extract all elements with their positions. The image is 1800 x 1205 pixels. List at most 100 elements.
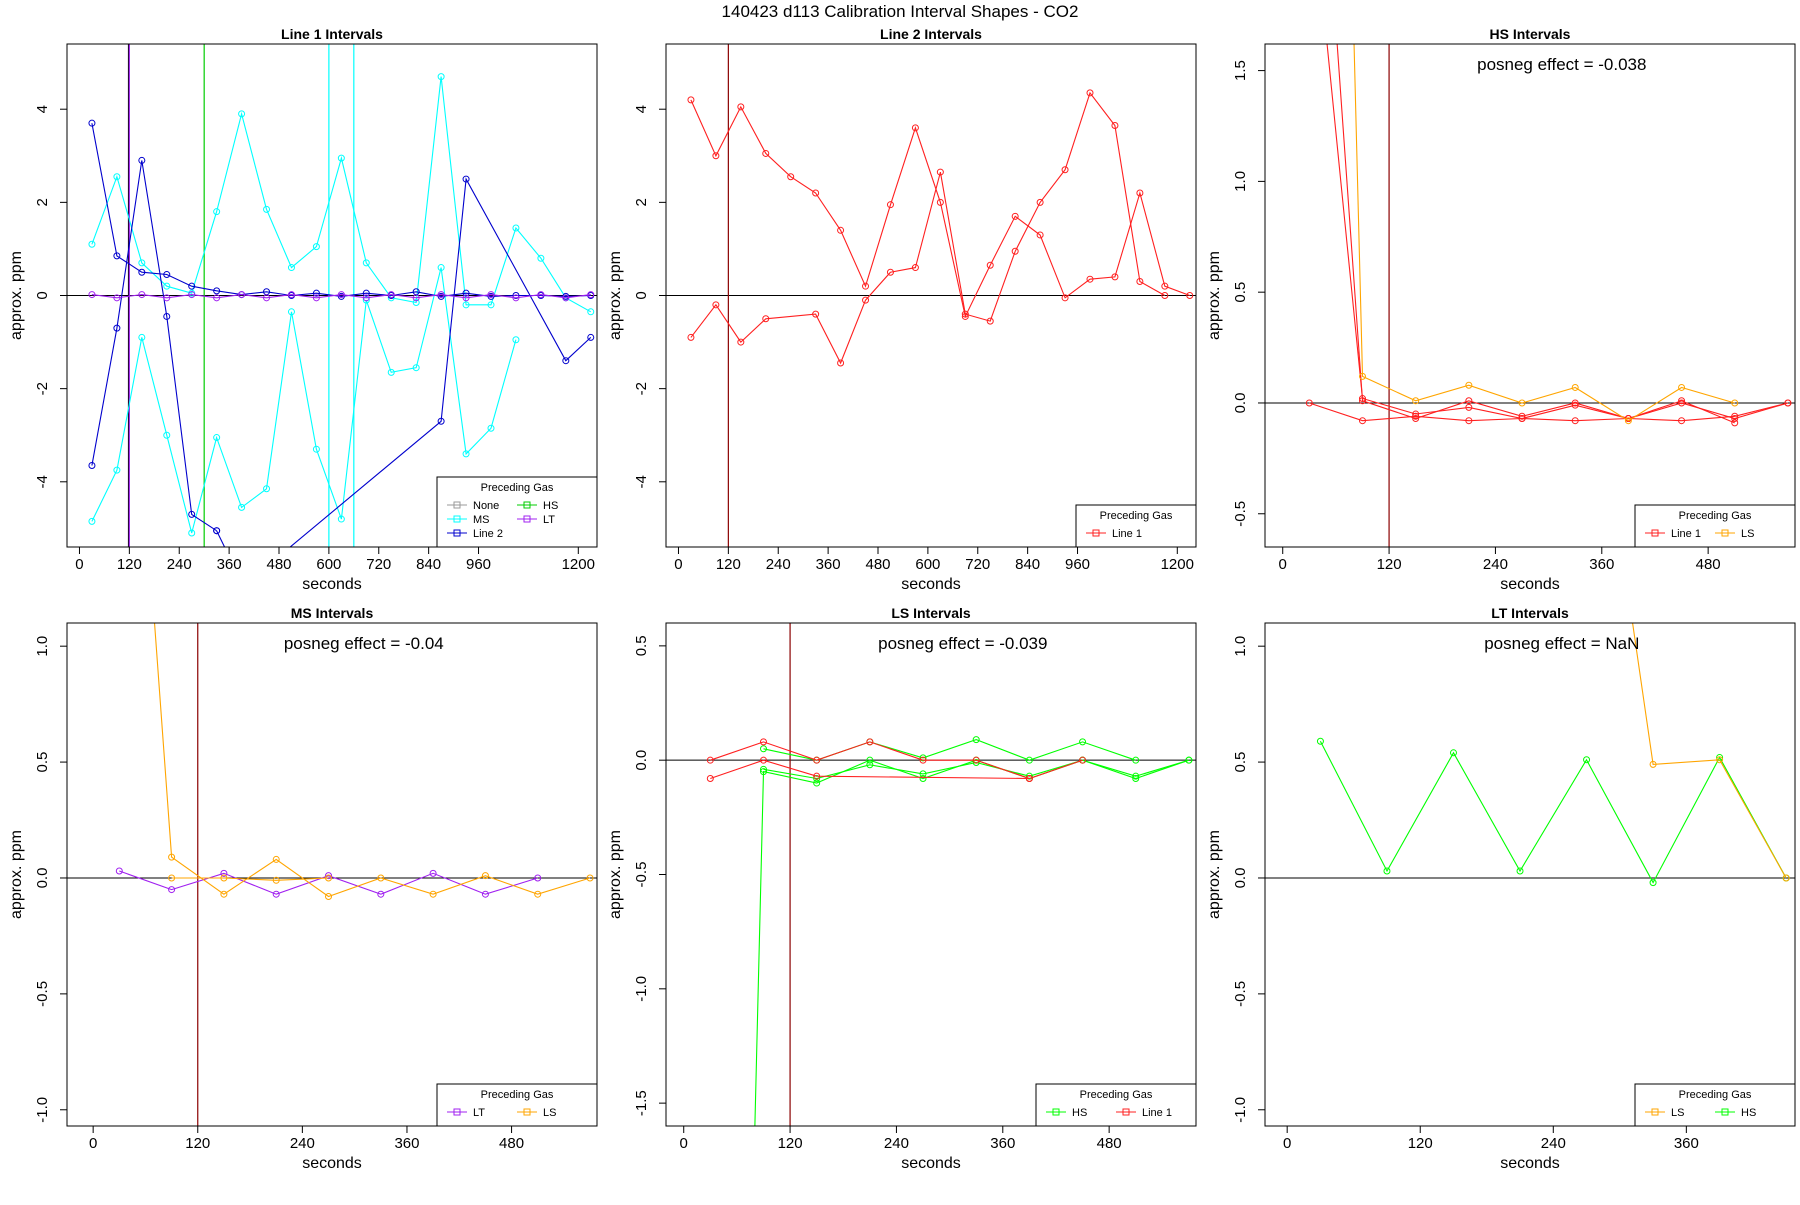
series (1305, 399, 1792, 425)
legend-box (436, 476, 598, 548)
data-point (1305, 399, 1313, 407)
data-point (1678, 383, 1686, 391)
data-point (287, 308, 295, 316)
legend: Preceding Gas HS Line 1 (1035, 1083, 1197, 1127)
data-point (862, 282, 870, 290)
legend-marker (453, 1108, 461, 1116)
x-axis-label: seconds (302, 1155, 362, 1172)
data-point (562, 357, 570, 365)
x-tick-label: 960 (1065, 556, 1090, 573)
data-point (325, 874, 333, 882)
data-point (1731, 414, 1739, 422)
data-point (412, 298, 420, 306)
series-line (91, 76, 592, 313)
y-tick-label: 0.5 (1232, 752, 1249, 773)
data-point (1678, 397, 1686, 405)
legend-label: LT (543, 514, 555, 526)
series-line (690, 91, 1166, 365)
legend-marker (1721, 1108, 1729, 1116)
data-point (972, 756, 980, 764)
data-point (213, 294, 221, 302)
x-tick-label: 240 (1541, 1135, 1566, 1152)
plot-frame (66, 43, 598, 548)
y-tick-label: -2 (633, 382, 650, 395)
data-point (737, 103, 745, 111)
series (168, 874, 333, 884)
data-point (163, 282, 171, 290)
data-point (537, 254, 545, 262)
data-point (1011, 247, 1019, 255)
legend-entry: LS (1645, 1107, 1684, 1119)
chart-panel: LS Intervals 0 120 240 360 480 seconds -1.5 -1.0… (607, 605, 1197, 1172)
y-tick-label: 2 (633, 198, 650, 206)
data-point (88, 291, 96, 299)
data-point (138, 156, 146, 164)
data-point (1086, 275, 1094, 283)
data-point (1358, 397, 1366, 405)
chart-title: HS Intervals (1490, 26, 1571, 42)
legend-label: Line 2 (473, 528, 503, 540)
data-point (151, 615, 157, 621)
data-point (312, 243, 320, 251)
data-point (919, 774, 927, 782)
data-point (1628, 608, 1634, 614)
x-tick-label: 360 (394, 1135, 419, 1152)
y-tick-label: -4 (34, 475, 51, 488)
y-axis: -1.5 -1.0 -0.5 0.0 0.5 (633, 635, 666, 1116)
data-point (113, 173, 121, 181)
data-point (377, 890, 385, 898)
data-point (362, 294, 370, 302)
data-point (487, 292, 495, 300)
data-point (238, 110, 246, 118)
data-point (1161, 292, 1169, 299)
data-point (587, 333, 595, 341)
x-tick-label: 600 (915, 556, 940, 573)
data-point (587, 291, 595, 299)
data-point (759, 756, 767, 764)
series-line (1632, 623, 1787, 879)
data-point (138, 291, 146, 299)
data-point (168, 886, 176, 894)
legend-entry: LT (517, 514, 555, 526)
plot-area (666, 623, 1196, 1126)
legend-box (436, 1083, 598, 1127)
data-point (813, 779, 821, 787)
y-tick-label: 1.0 (1232, 171, 1249, 192)
plot-frame (66, 622, 598, 1127)
data-point (437, 264, 445, 272)
legend-title: Preceding Gas (1679, 510, 1752, 522)
plot-frame (665, 622, 1197, 1127)
data-point (1465, 381, 1473, 389)
data-point (387, 291, 395, 299)
data-point (1518, 414, 1526, 422)
y-tick-label: -1.0 (1232, 1097, 1249, 1123)
data-point (534, 874, 542, 882)
data-point (462, 450, 470, 458)
x-axis: 0 120 240 360 480 (1279, 547, 1721, 573)
series-line (119, 870, 538, 895)
data-point (462, 175, 470, 183)
data-point (188, 529, 196, 537)
series (1353, 44, 1739, 425)
y-tick-label: 0.0 (34, 868, 51, 889)
chart-panel: LT Intervals 0 120 240 360 seconds -1.0 -0.5 0.0… (1206, 605, 1796, 1172)
data-point (1316, 737, 1324, 745)
data-point (1132, 756, 1140, 764)
series-line (763, 759, 1190, 780)
data-point (1518, 412, 1526, 420)
y-tick-label: -1.5 (633, 1090, 650, 1116)
chart-panel: HS Intervals 0 120 240 360 480 seconds -0.5 0.0 0… (1206, 26, 1796, 593)
data-point (936, 198, 944, 206)
y-axis: -1.0 -0.5 0.0 0.5 1.0 (34, 636, 67, 1123)
data-point (759, 738, 767, 746)
data-point (325, 872, 333, 880)
y-tick-label: -0.5 (1232, 501, 1249, 527)
series-line (710, 741, 1083, 780)
y-tick-label: 2 (34, 198, 51, 206)
data-point (462, 301, 470, 309)
data-point (287, 264, 295, 272)
series (115, 867, 542, 898)
data-point (1649, 760, 1657, 768)
y-tick-label: 0 (633, 291, 650, 299)
